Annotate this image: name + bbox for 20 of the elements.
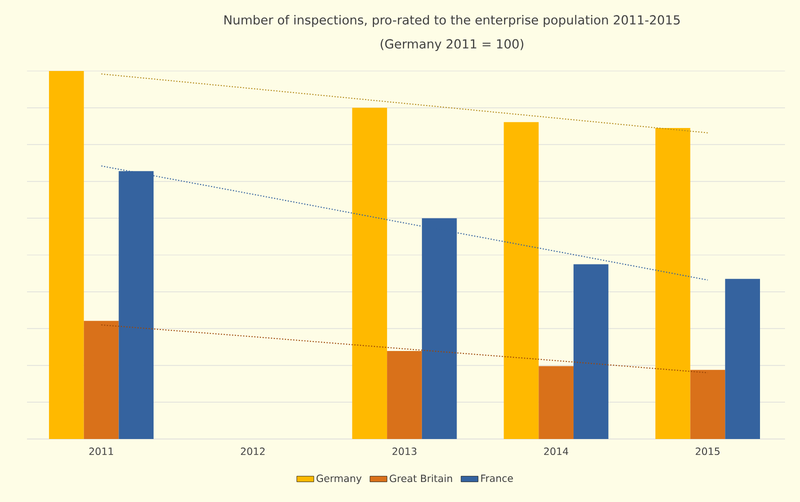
- bar: [504, 122, 539, 439]
- x-tick-label: 2011: [89, 447, 114, 456]
- x-tick-label: 2014: [544, 447, 568, 456]
- bar: [725, 278, 760, 439]
- chart-subtitle: (Germany 2011 = 100): [380, 38, 524, 52]
- legend-label: Germany: [316, 474, 362, 484]
- bar: [690, 370, 726, 439]
- bar: [387, 351, 422, 439]
- legend-label: Great Britain: [390, 474, 452, 482]
- x-tick-label: 2012: [240, 447, 265, 456]
- bar: [84, 320, 119, 439]
- legend-label: France: [481, 474, 513, 482]
- bar: [352, 108, 388, 439]
- x-tick-label: 2015: [696, 447, 720, 456]
- x-tick-label: 2013: [392, 447, 416, 456]
- bar: [48, 70, 84, 439]
- bar: [574, 264, 608, 439]
- chart-title: Number of inspections, pro-rated to the enterprise population 2011-2015: [224, 14, 680, 28]
- bar: [655, 128, 690, 439]
- bar: [538, 366, 574, 439]
